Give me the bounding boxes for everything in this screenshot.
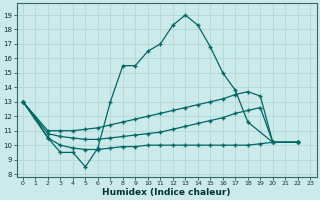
X-axis label: Humidex (Indice chaleur): Humidex (Indice chaleur) — [102, 188, 231, 197]
